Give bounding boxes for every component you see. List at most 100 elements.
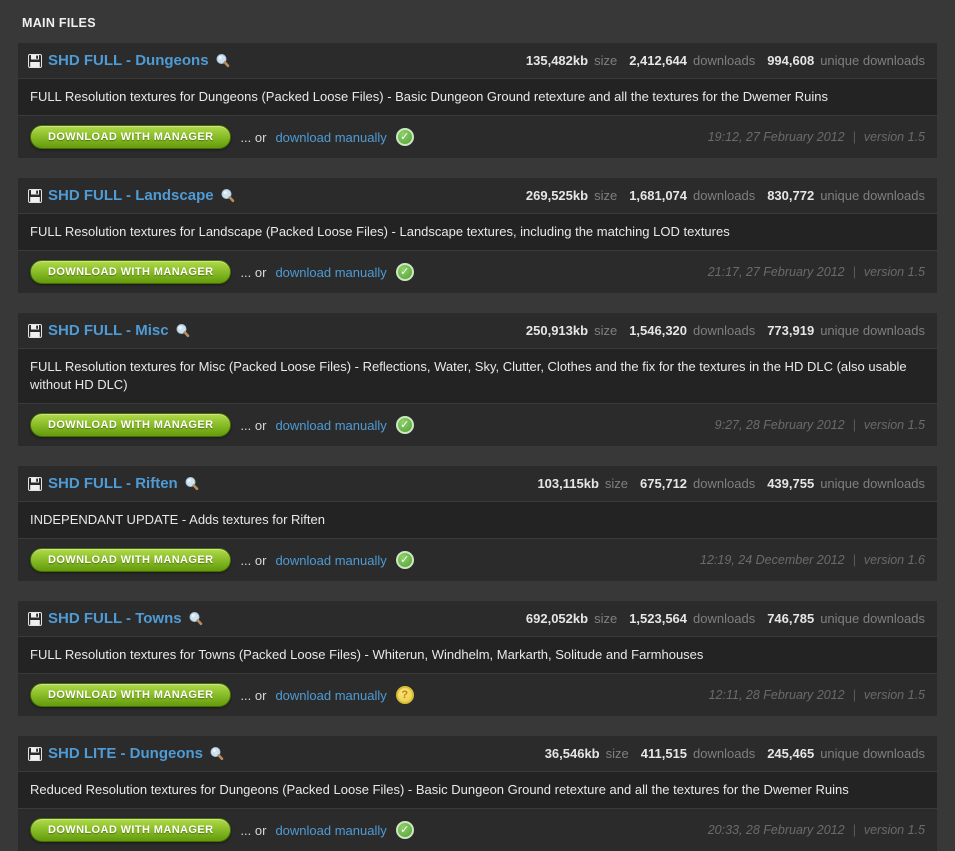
file-title-link[interactable]: SHD FULL - Landscape [48, 187, 214, 204]
file-entry: SHD LITE - Dungeons 36,546kb size 411,51… [18, 736, 937, 851]
unique-downloads-value: 439,755 [767, 476, 815, 491]
file-stats: 269,525kb size 1,681,074 downloads 830,7… [526, 188, 925, 203]
unique-downloads-value: 245,465 [767, 746, 815, 761]
file-title-row: SHD FULL - Towns 692,052kb size 1,523,56… [18, 601, 937, 636]
download-manually-link[interactable]: download manually [275, 417, 387, 433]
magnifier-icon[interactable] [209, 746, 225, 762]
unique-downloads-value: 994,608 [767, 53, 815, 68]
file-meta: 19:12, 27 February 2012 | version 1.5 [708, 130, 925, 144]
download-with-manager-button[interactable]: DOWNLOAD WITH MANAGER [30, 683, 232, 707]
file-list: SHD FULL - Dungeons 135,482kb size 2,412… [18, 43, 937, 851]
download-with-manager-button[interactable]: DOWNLOAD WITH MANAGER [30, 818, 232, 842]
file-entry: SHD FULL - Dungeons 135,482kb size 2,412… [18, 43, 937, 158]
floppy-disk-icon [28, 323, 42, 338]
file-size-value: 692,052kb [525, 611, 589, 626]
download-with-manager-button[interactable]: DOWNLOAD WITH MANAGER [30, 548, 232, 572]
unique-downloads-label: unique downloads [820, 323, 925, 338]
unique-downloads-label: unique downloads [820, 476, 925, 491]
size-label: size [604, 476, 629, 491]
file-title-link[interactable]: SHD LITE - Dungeons [48, 745, 203, 762]
file-status-icon [395, 686, 414, 704]
file-description: Reduced Resolution textures for Dungeons… [18, 771, 937, 809]
magnifier-icon[interactable] [184, 476, 200, 492]
upload-date: 12:11, 28 February 2012 [708, 688, 845, 702]
file-size-value: 103,115kb [537, 476, 599, 491]
magnifier-icon[interactable] [220, 188, 236, 204]
meta-separator: | [852, 130, 856, 144]
download-with-manager-button[interactable]: DOWNLOAD WITH MANAGER [30, 260, 232, 284]
file-title-link[interactable]: SHD FULL - Misc [48, 322, 169, 339]
file-action-row: DOWNLOAD WITH MANAGER ... or download ma… [18, 404, 937, 446]
downloads-value: 675,712 [640, 476, 688, 491]
file-meta: 20:33, 28 February 2012 | version 1.5 [708, 823, 925, 837]
file-size-value: 269,525kb [525, 188, 589, 203]
floppy-disk-icon [28, 611, 42, 626]
downloads-label: downloads [693, 746, 756, 761]
download-manually-link[interactable]: download manually [275, 129, 387, 145]
magnifier-icon[interactable] [175, 323, 191, 339]
download-with-manager-button[interactable]: DOWNLOAD WITH MANAGER [30, 413, 232, 437]
download-manually-link[interactable]: download manually [275, 822, 387, 838]
unique-downloads-label: unique downloads [820, 53, 925, 68]
file-description: FULL Resolution textures for Towns (Pack… [18, 636, 937, 674]
magnifier-icon[interactable] [215, 53, 231, 69]
meta-separator: | [852, 823, 856, 837]
file-status-icon [395, 821, 414, 839]
file-description: FULL Resolution textures for Landscape (… [18, 213, 937, 251]
meta-separator: | [852, 688, 856, 702]
file-title-link[interactable]: SHD FULL - Riften [48, 475, 178, 492]
file-status-icon [395, 551, 414, 569]
upload-date: 20:33, 28 February 2012 [707, 823, 845, 837]
upload-date: 21:17, 27 February 2012 [707, 265, 845, 279]
file-title-row: SHD FULL - Dungeons 135,482kb size 2,412… [18, 43, 937, 78]
file-version: version 1.5 [863, 823, 925, 837]
magnifier-icon[interactable] [188, 611, 204, 627]
file-description: INDEPENDANT UPDATE - Adds textures for R… [18, 501, 937, 539]
file-size-value: 250,913kb [525, 323, 589, 338]
or-text: ... or [240, 687, 267, 703]
size-label: size [594, 188, 618, 203]
file-title-row: SHD FULL - Misc 250,913kb size 1,546,320… [18, 313, 937, 348]
file-title-link[interactable]: SHD FULL - Towns [48, 610, 182, 627]
downloads-value: 2,412,644 [629, 53, 688, 68]
file-title-link[interactable]: SHD FULL - Dungeons [48, 52, 209, 69]
file-action-row: DOWNLOAD WITH MANAGER ... or download ma… [18, 116, 937, 158]
file-description: FULL Resolution textures for Dungeons (P… [18, 78, 937, 116]
meta-separator: | [852, 418, 856, 432]
size-label: size [605, 746, 629, 761]
section-title: MAIN FILES [22, 16, 96, 30]
upload-date: 12:19, 24 December 2012 [700, 553, 845, 567]
meta-separator: | [852, 553, 856, 567]
file-version: version 1.5 [863, 418, 925, 432]
file-entry: SHD FULL - Landscape 269,525kb size 1,68… [18, 178, 937, 293]
download-manually-link[interactable]: download manually [275, 687, 387, 703]
downloads-label: downloads [693, 476, 756, 491]
file-meta: 12:19, 24 December 2012 | version 1.6 [700, 553, 925, 567]
file-version: version 1.5 [863, 265, 925, 279]
unique-downloads-label: unique downloads [820, 746, 925, 761]
floppy-disk-icon [28, 746, 42, 761]
download-manually-link[interactable]: download manually [275, 264, 387, 280]
downloads-label: downloads [693, 323, 756, 338]
or-text: ... or [240, 264, 267, 280]
upload-date: 19:12, 27 February 2012 [707, 130, 845, 144]
size-label: size [594, 53, 618, 68]
or-text: ... or [240, 552, 267, 568]
unique-downloads-value: 773,919 [767, 323, 815, 338]
or-text: ... or [240, 417, 267, 433]
downloads-label: downloads [693, 611, 756, 626]
downloads-value: 1,681,074 [629, 188, 688, 203]
download-manually-link[interactable]: download manually [275, 552, 387, 568]
floppy-disk-icon [28, 476, 42, 491]
upload-date: 9:27, 28 February 2012 [714, 418, 845, 432]
file-meta: 9:27, 28 February 2012 | version 1.5 [715, 418, 925, 432]
downloads-label: downloads [693, 188, 756, 203]
downloads-value: 1,546,320 [629, 323, 688, 338]
meta-separator: | [852, 265, 856, 279]
file-description: FULL Resolution textures for Misc (Packe… [18, 348, 937, 404]
download-with-manager-button[interactable]: DOWNLOAD WITH MANAGER [30, 125, 232, 149]
file-entry: SHD FULL - Towns 692,052kb size 1,523,56… [18, 601, 937, 716]
file-action-row: DOWNLOAD WITH MANAGER ... or download ma… [18, 539, 937, 581]
file-entry: SHD FULL - Riften 103,115kb size 675,712… [18, 466, 937, 581]
size-label: size [594, 611, 618, 626]
